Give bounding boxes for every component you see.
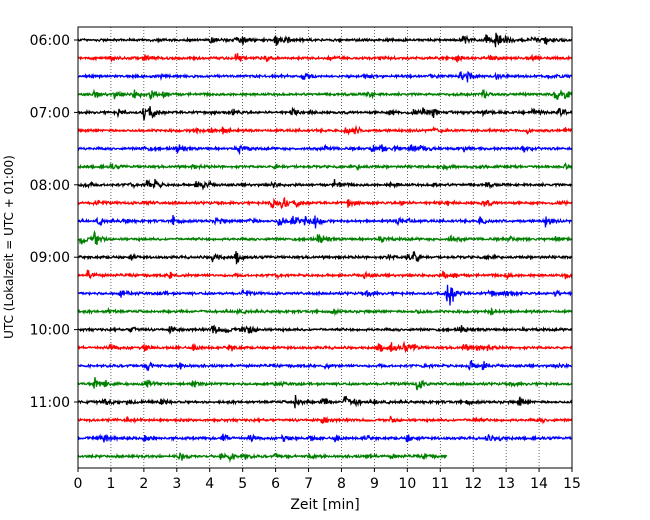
- trace-row-0930: [77, 284, 573, 306]
- trace-row-0615: [77, 53, 573, 64]
- x-tick-label: 5: [238, 476, 247, 492]
- y-tick-label: 10:00: [30, 323, 70, 339]
- x-axis-label: Zeit [min]: [290, 497, 359, 513]
- trace-row-1045: [77, 377, 573, 391]
- y-axis-label: UTC (Lokalzeit = UTC + 01:00): [2, 155, 16, 339]
- trace-row-0715: [77, 124, 573, 136]
- y-tick-label: 07:00: [30, 105, 70, 121]
- trace-row-0745: [77, 162, 573, 172]
- trace-row-0800: [77, 178, 573, 191]
- y-tick-label: 11:00: [30, 395, 70, 411]
- x-tick-label: 2: [139, 476, 148, 492]
- trace-row-0945: [77, 306, 573, 317]
- trace-row-0830: [77, 215, 573, 229]
- x-tick-label: 8: [337, 476, 346, 492]
- trace-row-0815: [77, 196, 573, 210]
- x-tick-label: 9: [370, 476, 379, 492]
- x-tick-label: 13: [497, 476, 515, 492]
- x-tick-label: 10: [398, 476, 416, 492]
- trace-row-1015: [77, 340, 573, 354]
- trace-row-0700: [77, 106, 573, 121]
- x-axis-ticks: 0 1 2 3 4 5 6 7 8 9 10 11 12 13 14 15: [74, 468, 581, 492]
- trace-row-1115: [77, 415, 573, 425]
- y-axis-ticks: 06:00 07:00 08:00 09:00 10:00 11:00: [30, 33, 78, 411]
- trace-row-0600: [77, 32, 573, 48]
- trace-row-1130: [77, 433, 573, 443]
- plot-frame: [77, 26, 573, 469]
- trace-row-1000: [77, 324, 573, 335]
- trace-row-0645: [77, 88, 573, 101]
- x-tick-label: 6: [271, 476, 280, 492]
- x-tick-label: 4: [205, 476, 214, 492]
- trace-row-1145: [77, 452, 448, 464]
- x-tick-label: 3: [172, 476, 181, 492]
- x-tick-label: 12: [464, 476, 482, 492]
- trace-rows: [77, 32, 573, 464]
- trace-row-0845: [77, 229, 573, 246]
- x-tick-label: 14: [530, 476, 548, 492]
- x-tick-label: 7: [304, 476, 313, 492]
- y-tick-label: 09:00: [30, 250, 70, 266]
- trace-row-0915: [77, 269, 573, 281]
- trace-row-0730: [77, 143, 573, 156]
- trace-row-0630: [77, 70, 573, 83]
- trace-row-1030: [77, 360, 573, 372]
- x-tick-label: 11: [431, 476, 449, 492]
- y-tick-label: 08:00: [30, 178, 70, 194]
- trace-row-1100: [77, 394, 573, 409]
- x-tick-label: 0: [74, 476, 83, 492]
- x-tick-label: 1: [106, 476, 115, 492]
- x-tick-label: 15: [563, 476, 581, 492]
- y-tick-label: 06:00: [30, 33, 70, 49]
- trace-row-0900: [77, 250, 573, 265]
